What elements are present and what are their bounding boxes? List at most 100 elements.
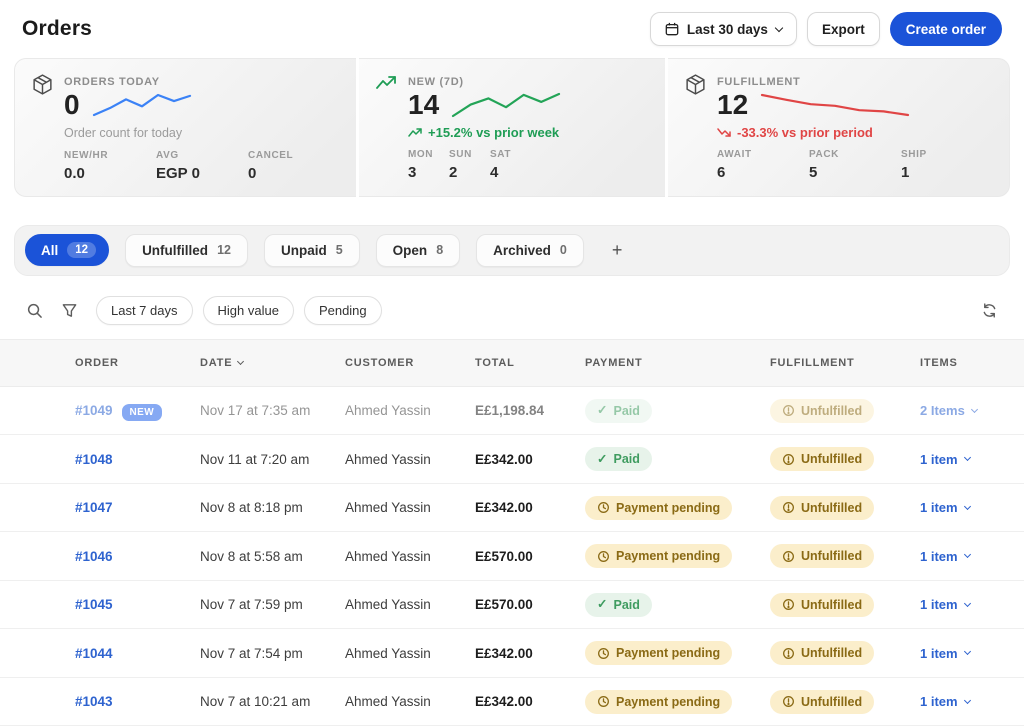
tabs-bar: All 12 Unfulfilled 12 Unpaid 5 Open 8 Ar… bbox=[14, 225, 1010, 276]
header-actions: Last 30 days Export Create order bbox=[650, 12, 1002, 46]
payment-status-badge: ✓ Paid bbox=[585, 593, 652, 617]
tab-label: All bbox=[41, 243, 58, 258]
fulfillment-status-badge: Unfulfilled bbox=[770, 447, 874, 471]
table-row[interactable]: #1046 Nov 8 at 5:58 am Ahmed Yassin E£57… bbox=[0, 532, 1024, 581]
tab[interactable]: Open 8 bbox=[376, 234, 460, 267]
payment-status-badge: ✓ Paid bbox=[585, 399, 652, 423]
order-date: Nov 8 at 8:18 pm bbox=[200, 500, 345, 515]
substat: MON3 bbox=[408, 149, 434, 181]
table-row[interactable]: #1047 Nov 8 at 8:18 pm Ahmed Yassin E£34… bbox=[0, 484, 1024, 533]
export-button[interactable]: Export bbox=[807, 12, 880, 46]
add-tab-button[interactable]: + bbox=[600, 241, 635, 259]
items-link[interactable]: 1 item bbox=[920, 646, 970, 661]
order-link[interactable]: #1049 bbox=[75, 403, 113, 418]
stat-value: 12 bbox=[717, 90, 748, 121]
tab-count-badge: 5 bbox=[336, 243, 343, 257]
chevron-down-icon bbox=[971, 406, 978, 413]
column-header-payment[interactable]: PAYMENT bbox=[585, 357, 770, 369]
package-icon bbox=[31, 72, 55, 182]
tab[interactable]: Unpaid 5 bbox=[264, 234, 360, 267]
substat: AVGEGP 0 bbox=[156, 150, 248, 182]
chevron-down-icon bbox=[964, 648, 971, 655]
order-link[interactable]: #1048 bbox=[75, 452, 113, 467]
stat-value: 0 bbox=[64, 90, 80, 121]
order-link[interactable]: #1043 bbox=[75, 694, 113, 709]
column-header-date[interactable]: DATE bbox=[200, 357, 345, 369]
tab-label: Open bbox=[393, 243, 428, 258]
sparkline-chart bbox=[451, 91, 561, 119]
payment-status-badge: ✓ Paid bbox=[585, 447, 652, 471]
items-link[interactable]: 1 item bbox=[920, 694, 970, 709]
stat-card-fulfillment: FULFILLMENT 12 -33.3% vs prior period AW… bbox=[668, 58, 1010, 197]
order-total: E£570.00 bbox=[475, 549, 585, 564]
fulfillment-status-badge: Unfulfilled bbox=[770, 690, 874, 714]
order-customer: Ahmed Yassin bbox=[345, 500, 475, 515]
fulfillment-status-badge: Unfulfilled bbox=[770, 544, 874, 568]
stat-label: NEW (7D) bbox=[408, 72, 649, 88]
refresh-button[interactable] bbox=[981, 302, 998, 319]
date-range-button[interactable]: Last 30 days bbox=[650, 12, 797, 46]
trend-text: -33.3% vs prior period bbox=[717, 125, 993, 140]
filter-bar: Last 7 days High value Pending bbox=[14, 282, 1010, 339]
filter-button[interactable] bbox=[61, 302, 78, 319]
new-badge: NEW bbox=[122, 404, 163, 421]
table-row[interactable]: #1045 Nov 7 at 7:59 pm Ahmed Yassin E£57… bbox=[0, 581, 1024, 630]
order-customer: Ahmed Yassin bbox=[345, 549, 475, 564]
table-header: ORDER DATE CUSTOMER TOTAL PAYMENT FULFIL… bbox=[0, 339, 1024, 387]
items-link[interactable]: 1 item bbox=[920, 500, 970, 515]
tab[interactable]: Archived 0 bbox=[476, 234, 584, 267]
order-date: Nov 11 at 7:20 am bbox=[200, 452, 345, 467]
order-total: E£342.00 bbox=[475, 694, 585, 709]
tab[interactable]: All 12 bbox=[25, 234, 109, 266]
payment-status-badge: ✓ Payment pending bbox=[585, 496, 732, 520]
filter-chip[interactable]: Pending bbox=[304, 296, 382, 325]
order-date: Nov 7 at 10:21 am bbox=[200, 694, 345, 709]
funnel-icon bbox=[61, 302, 78, 319]
filter-chip[interactable]: Last 7 days bbox=[96, 296, 193, 325]
column-header-order[interactable]: ORDER bbox=[14, 357, 200, 369]
trend-up-mini-icon bbox=[408, 127, 422, 138]
package-icon bbox=[684, 72, 708, 181]
trend-down-mini-icon bbox=[717, 127, 731, 138]
table-row[interactable]: #1044 Nov 7 at 7:54 pm Ahmed Yassin E£34… bbox=[0, 629, 1024, 678]
chevron-down-icon bbox=[964, 503, 971, 510]
chevron-down-icon bbox=[964, 551, 971, 558]
clock-icon bbox=[597, 550, 610, 563]
substat: SAT4 bbox=[490, 149, 516, 181]
create-order-button[interactable]: Create order bbox=[890, 12, 1002, 46]
order-customer: Ahmed Yassin bbox=[345, 646, 475, 661]
fulfillment-status-badge: Unfulfilled bbox=[770, 593, 874, 617]
search-button[interactable] bbox=[26, 302, 43, 319]
order-customer: Ahmed Yassin bbox=[345, 403, 475, 418]
column-header-customer[interactable]: CUSTOMER bbox=[345, 357, 475, 369]
items-link[interactable]: 1 item bbox=[920, 452, 970, 467]
tab-count-badge: 0 bbox=[560, 243, 567, 257]
substat: PACK5 bbox=[809, 149, 901, 181]
column-header-items[interactable]: ITEMS bbox=[920, 357, 1010, 369]
alert-circle-icon bbox=[782, 453, 795, 466]
column-header-total[interactable]: TOTAL bbox=[475, 357, 585, 369]
column-header-fulfillment[interactable]: FULFILLMENT bbox=[770, 357, 920, 369]
substat: SHIP1 bbox=[901, 149, 993, 181]
table-row[interactable]: #1043 Nov 7 at 10:21 am Ahmed Yassin E£3… bbox=[0, 678, 1024, 727]
tab[interactable]: Unfulfilled 12 bbox=[125, 234, 248, 267]
order-date: Nov 8 at 5:58 am bbox=[200, 549, 345, 564]
table-row[interactable]: #1049NEW Nov 17 at 7:35 am Ahmed Yassin … bbox=[0, 387, 1024, 436]
calendar-icon bbox=[665, 22, 679, 36]
items-link[interactable]: 2 Items bbox=[920, 403, 977, 418]
items-link[interactable]: 1 item bbox=[920, 597, 970, 612]
table-row[interactable]: #1048 Nov 11 at 7:20 am Ahmed Yassin E£3… bbox=[0, 435, 1024, 484]
order-customer: Ahmed Yassin bbox=[345, 452, 475, 467]
filter-chip[interactable]: High value bbox=[203, 296, 294, 325]
payment-status-badge: ✓ Payment pending bbox=[585, 690, 732, 714]
order-total: E£342.00 bbox=[475, 500, 585, 515]
order-link[interactable]: #1045 bbox=[75, 597, 113, 612]
page-header: Orders Last 30 days Export Create order bbox=[0, 0, 1024, 54]
order-link[interactable]: #1044 bbox=[75, 646, 113, 661]
order-link[interactable]: #1046 bbox=[75, 549, 113, 564]
order-total: E£570.00 bbox=[475, 597, 585, 612]
stat-card-new-7d: NEW (7D) 14 +15.2% vs prior week MON3 SU… bbox=[359, 58, 665, 197]
items-link[interactable]: 1 item bbox=[920, 549, 970, 564]
tab-count-badge: 12 bbox=[217, 243, 231, 257]
order-link[interactable]: #1047 bbox=[75, 500, 113, 515]
